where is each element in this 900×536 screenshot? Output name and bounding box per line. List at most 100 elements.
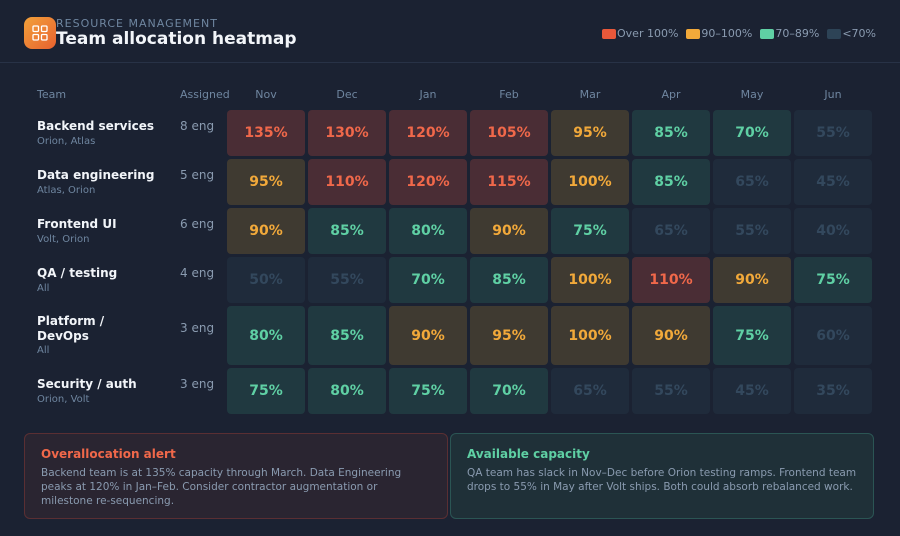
table-row[interactable]: Frontend UI Volt, Orion 6 eng 90% 85% 80% 90% 7… [24,208,876,254]
heatmap-cell[interactable]: 85% [632,159,710,205]
heatmap-cell[interactable]: 85% [470,257,548,303]
page-title: Team allocation heatmap [56,29,297,49]
heatmap-cell[interactable]: 70% [470,368,548,414]
overallocation-alert-panel: Overallocation alert Backend team is at … [24,433,448,519]
column-header-month: May [740,88,764,101]
column-header-team: Team [37,88,67,101]
table-row[interactable]: Platform / DevOps All 3 eng 80% 85% 90% 95% 100… [24,306,876,365]
heatmap-cell[interactable]: 55% [632,368,710,414]
heatmap-cell[interactable]: 90% [632,306,710,365]
team-name: Platform / DevOps [37,314,105,343]
alert-title: Overallocation alert [41,447,176,461]
heatmap-cell[interactable]: 75% [389,368,467,414]
legend-item-over: Over 100% [602,27,678,40]
heatmap-cell[interactable]: 120% [389,159,467,205]
heatmap-cell[interactable]: 100% [551,159,629,205]
legend-label: Over 100% [617,27,679,40]
legend-item-low: <70% [827,27,876,40]
heatmap-cell[interactable]: 45% [713,368,791,414]
heatmap-cell[interactable]: 75% [227,368,305,414]
team-name: Security / auth [37,377,137,391]
legend-swatch [686,28,701,39]
table-row[interactable]: Backend services Orion, Atlas 8 eng 135% 130… [24,110,876,156]
legend-label: <70% [842,27,876,40]
capacity-title: Available capacity [467,447,590,461]
heatmap-cell[interactable]: 90% [713,257,791,303]
heatmap-cell[interactable]: 105% [470,110,548,156]
heatmap-cell[interactable]: 110% [308,159,386,205]
team-projects: Atlas, Orion [37,185,96,196]
heatmap-cell[interactable]: 90% [470,208,548,254]
legend-swatch [602,28,617,39]
heatmap-cell[interactable]: 75% [794,257,872,303]
assigned-count: 6 eng [180,217,215,231]
heatmap-cell[interactable]: 115% [470,159,548,205]
grid-icon [24,17,56,49]
assigned-count: 5 eng [180,168,215,182]
heatmap-cell[interactable]: 45% [794,159,872,205]
heatmap-cell[interactable]: 120% [389,110,467,156]
heatmap-cell[interactable]: 65% [632,208,710,254]
heatmap-cell[interactable]: 65% [551,368,629,414]
heatmap-cell[interactable]: 70% [389,257,467,303]
legend-label: 90–100% [701,27,753,40]
heatmap-cell[interactable]: 85% [308,306,386,365]
team-projects: All [37,345,50,356]
heatmap-cell[interactable]: 85% [308,208,386,254]
heatmap-cell[interactable]: 55% [794,110,872,156]
column-header-assigned: Assigned [180,88,230,101]
heatmap-cell[interactable]: 65% [713,159,791,205]
assigned-count: 3 eng [180,321,215,335]
capacity-body: QA team has slack in Nov–Dec before Orio… [467,467,857,493]
page-header: RESOURCE MANAGEMENT Team allocation heat… [0,0,900,63]
heatmap-cell[interactable]: 80% [227,306,305,365]
team-name: Frontend UI [37,217,117,231]
heatmap-cell[interactable]: 75% [713,306,791,365]
team-projects: All [37,283,50,294]
assigned-count: 4 eng [180,266,215,280]
heatmap-cell[interactable]: 35% [794,368,872,414]
legend-item-full: 90–100% [686,27,752,40]
heatmap-cell[interactable]: 60% [794,306,872,365]
heatmap-cell[interactable]: 75% [551,208,629,254]
table-row[interactable]: Data engineering Atlas, Orion 5 eng 95% 110%… [24,159,876,205]
assigned-count: 8 eng [180,119,215,133]
legend-swatch [827,28,842,39]
table-row[interactable]: Security / auth Orion, Volt 3 eng 75% 80% 75%… [24,368,876,414]
team-projects: Orion, Atlas [37,136,96,147]
heatmap-cell[interactable]: 50% [227,257,305,303]
legend: Over 100% 90–100% 70–89% <70% [602,27,876,40]
heatmap-cell[interactable]: 100% [551,257,629,303]
heatmap-cell[interactable]: 70% [713,110,791,156]
column-header-month: Apr [661,88,681,101]
heatmap-cell[interactable]: 135% [227,110,305,156]
page-eyebrow: RESOURCE MANAGEMENT [56,17,218,30]
team-name: QA / testing [37,266,118,280]
heatmap-cell[interactable]: 95% [470,306,548,365]
heatmap-cell[interactable]: 90% [389,306,467,365]
heatmap-cell[interactable]: 55% [308,257,386,303]
column-header-month: Dec [336,88,358,101]
heatmap-cell[interactable]: 95% [551,110,629,156]
heatmap-cell[interactable]: 95% [227,159,305,205]
heatmap-cell[interactable]: 80% [389,208,467,254]
team-projects: Orion, Volt [37,394,90,405]
table-row[interactable]: QA / testing All 4 eng 50% 55% 70% 85% 100% 110%… [24,257,876,303]
heatmap-cell[interactable]: 40% [794,208,872,254]
heatmap-cell[interactable]: 80% [308,368,386,414]
legend-swatch [760,28,775,39]
heatmap-cell[interactable]: 130% [308,110,386,156]
heatmap-cell[interactable]: 85% [632,110,710,156]
heatmap-cell[interactable]: 100% [551,306,629,365]
column-header-month: Feb [499,88,519,101]
heatmap-cell[interactable]: 110% [632,257,710,303]
team-projects: Volt, Orion [37,234,90,245]
heatmap-cell[interactable]: 90% [227,208,305,254]
column-header-month: Jan [419,88,437,101]
alert-body: Backend team is at 135% capacity through… [41,467,402,507]
team-name: Backend services [37,119,154,133]
heatmap-cell[interactable]: 55% [713,208,791,254]
legend-item-good: 70–89% [760,27,819,40]
legend-label: 70–89% [775,27,820,40]
team-name: Data engineering [37,168,155,182]
